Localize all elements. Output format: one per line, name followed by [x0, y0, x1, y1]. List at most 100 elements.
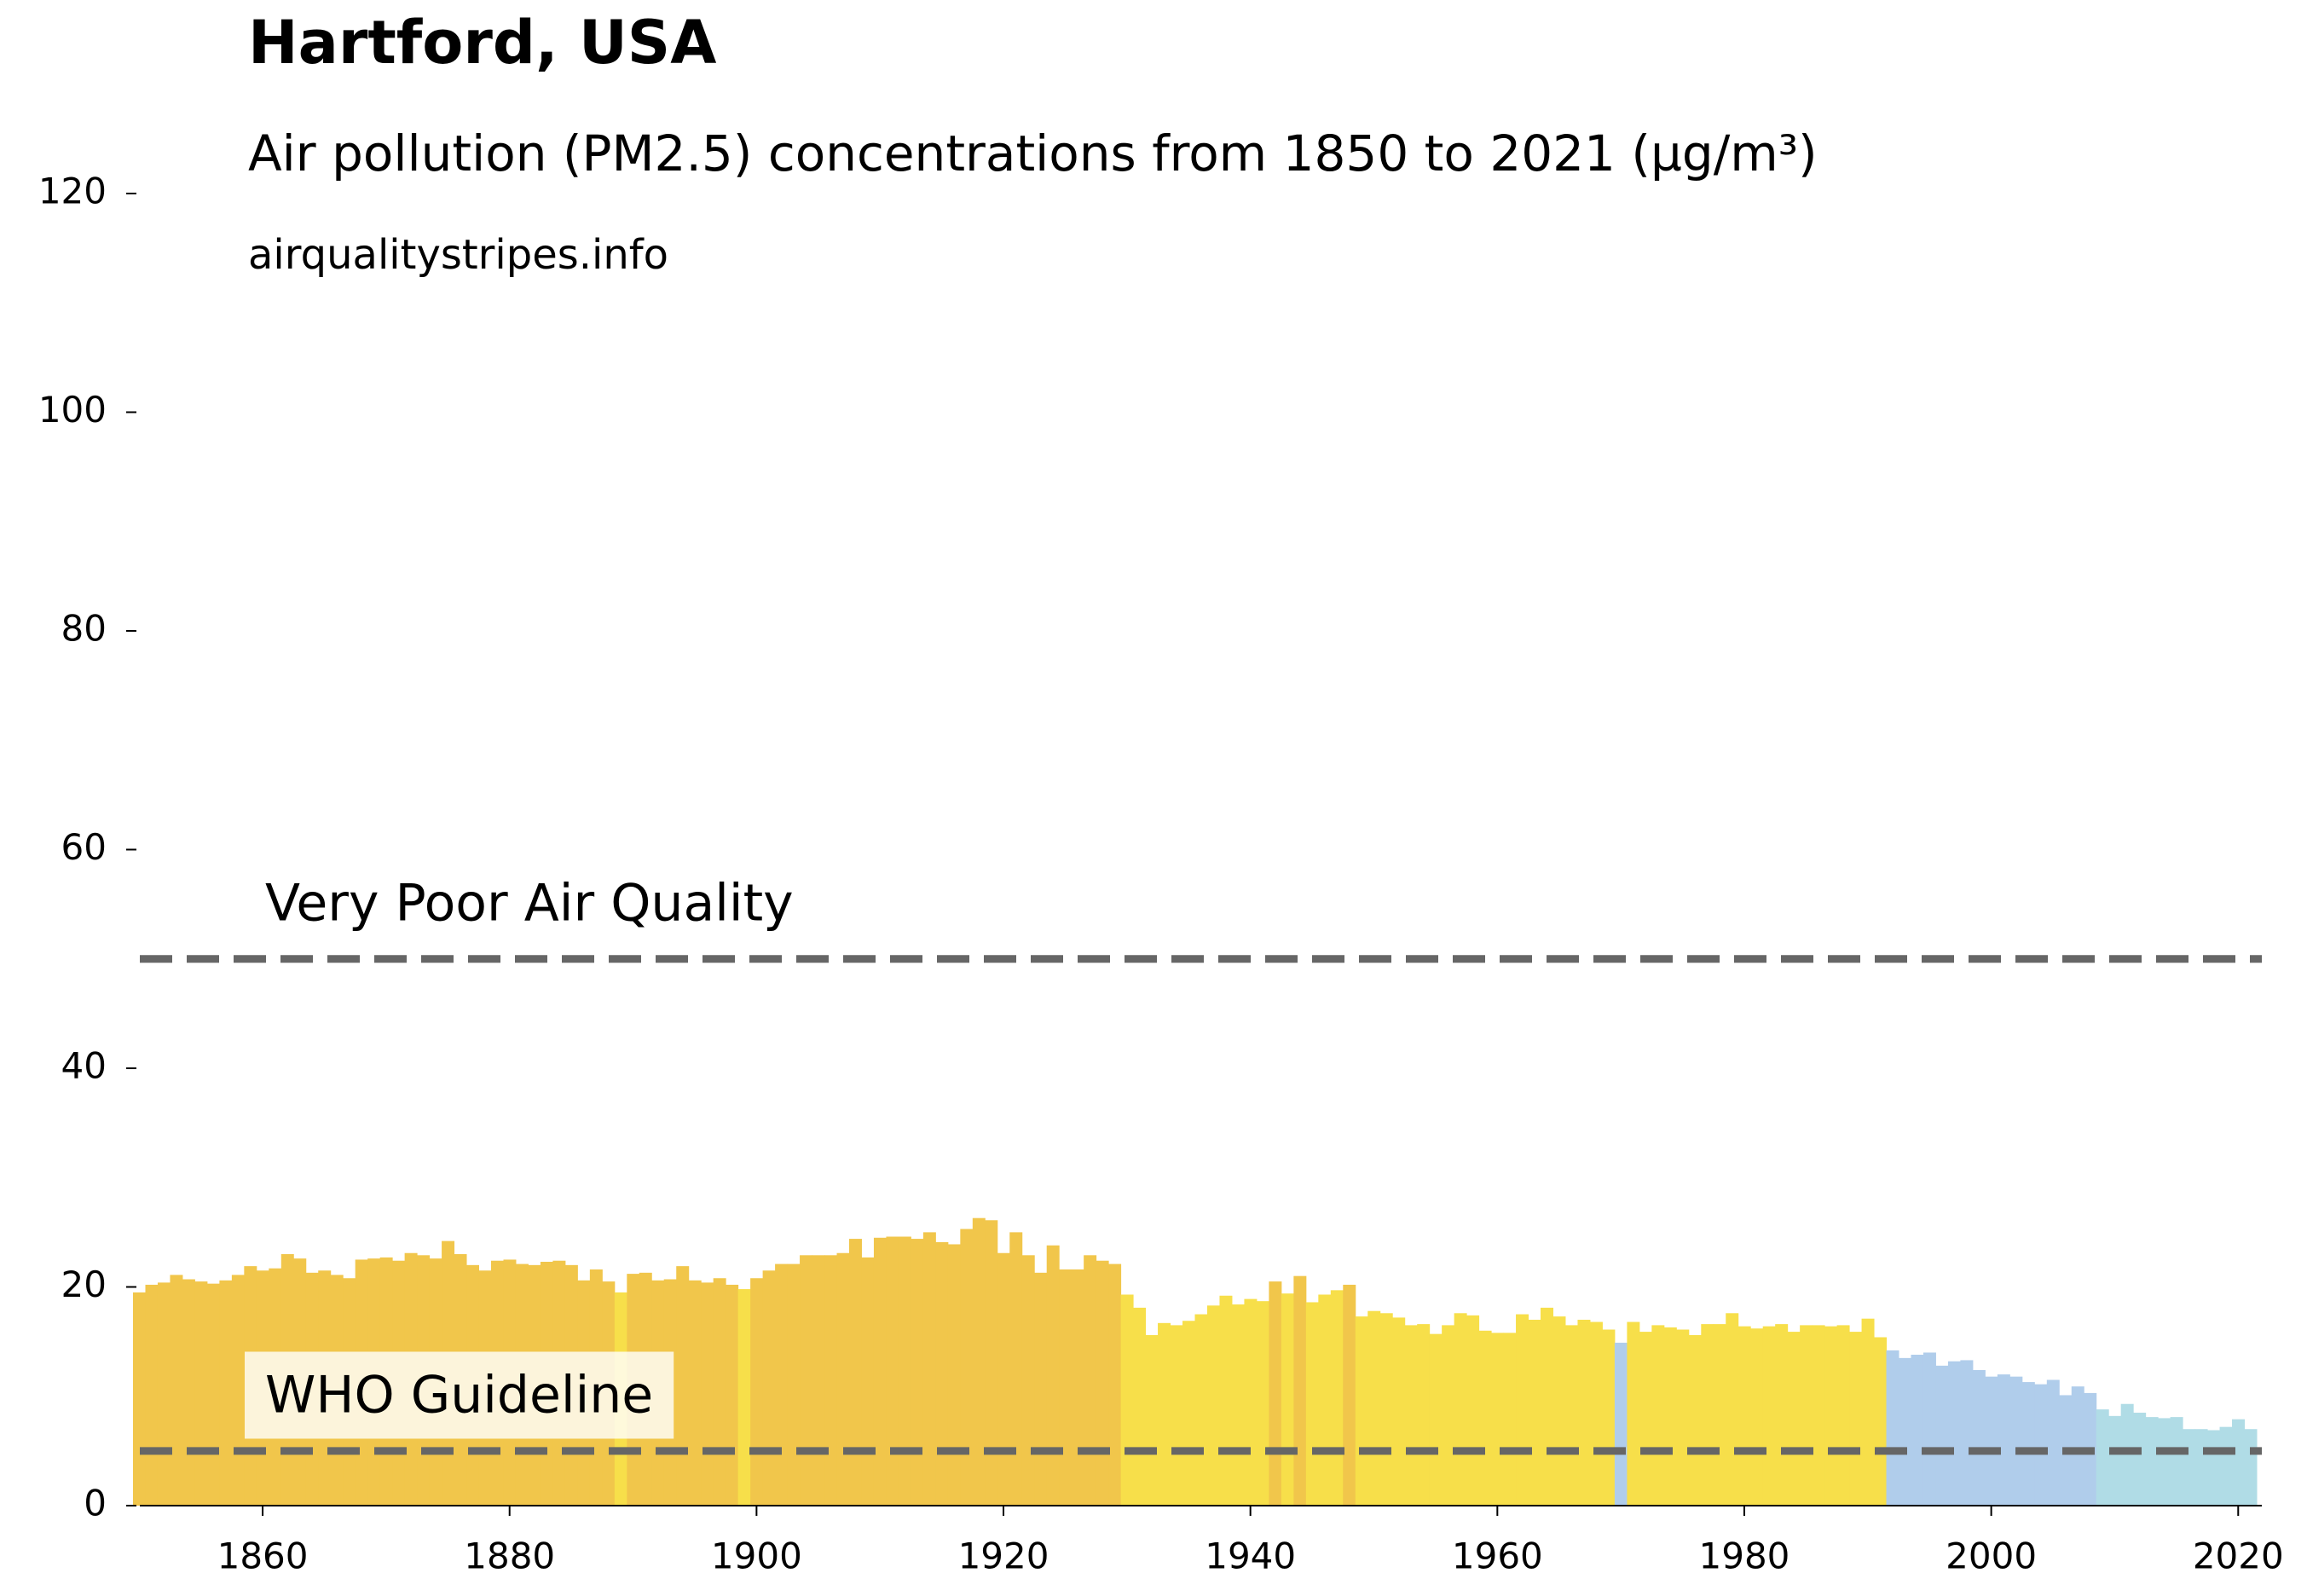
bar: [2158, 1418, 2171, 1506]
chart-subtitle: Air pollution (PM2.5) concentrations fro…: [248, 124, 1818, 182]
bar: [1602, 1329, 1616, 1506]
bar: [1552, 1316, 1566, 1506]
bar: [1305, 1302, 1319, 1506]
bar: [133, 1292, 146, 1506]
bar: [1775, 1324, 1789, 1506]
bar: [1084, 1255, 1097, 1506]
bar: [1206, 1305, 1220, 1506]
bar: [1886, 1350, 1899, 1506]
x-tick-label: 1960: [1452, 1535, 1543, 1577]
bar: [935, 1241, 949, 1506]
label-box: [245, 1351, 674, 1439]
bar: [972, 1217, 986, 1506]
bar: [713, 1278, 726, 1506]
bar: [1577, 1319, 1591, 1506]
bar: [886, 1236, 899, 1506]
bar: [1541, 1307, 1553, 1506]
bar: [206, 1283, 220, 1506]
bar: [2021, 1382, 2035, 1506]
bar: [2194, 1429, 2208, 1506]
bar: [1849, 1332, 1863, 1506]
bar: [1651, 1325, 1665, 1506]
bar: [922, 1232, 936, 1506]
bar: [1034, 1272, 1048, 1506]
bar: [1516, 1314, 1529, 1506]
bar: [1194, 1314, 1208, 1506]
bar: [2145, 1417, 2159, 1506]
bar: [1071, 1269, 1084, 1506]
bar: [1404, 1325, 1418, 1506]
bar: [1491, 1333, 1505, 1506]
bar: [1392, 1317, 1406, 1506]
bar: [1046, 1245, 1060, 1506]
bar: [1726, 1313, 1739, 1506]
y-tick-label: 20: [61, 1264, 107, 1305]
bar: [1997, 1374, 2010, 1506]
bar: [1836, 1325, 1850, 1506]
bar: [1922, 1352, 1936, 1506]
bar: [2170, 1417, 2183, 1506]
bar: [750, 1278, 764, 1506]
bar: [1120, 1294, 1134, 1506]
bar: [873, 1237, 887, 1506]
bar: [1454, 1313, 1467, 1506]
bar: [1466, 1315, 1480, 1506]
bar: [1762, 1326, 1776, 1506]
bar: [1330, 1290, 1344, 1506]
x-tick-label: 1980: [1699, 1535, 1790, 1577]
y-tick-label: 80: [61, 607, 107, 649]
bar: [688, 1280, 702, 1506]
chart-source: airqualitystripes.info: [248, 231, 668, 279]
bar: [1478, 1330, 1492, 1506]
bar: [824, 1255, 838, 1506]
bar: [1750, 1328, 1764, 1506]
bar: [170, 1275, 183, 1506]
y-tick-label: 120: [38, 170, 107, 211]
bar: [157, 1282, 171, 1506]
bar: [1874, 1337, 1888, 1506]
bar: [1899, 1357, 1911, 1506]
x-tick-label: 1900: [711, 1535, 802, 1577]
bar: [1824, 1326, 1838, 1506]
bar: [1355, 1316, 1368, 1506]
bar: [1663, 1327, 1677, 1506]
bar: [2207, 1430, 2221, 1506]
y-tick-label: 0: [84, 1483, 107, 1524]
bar: [726, 1284, 739, 1506]
bar: [1528, 1319, 1541, 1506]
bar: [1800, 1325, 1813, 1506]
x-tick-label: 1860: [217, 1535, 309, 1577]
bar: [1812, 1325, 1825, 1506]
bar: [1281, 1293, 1294, 1506]
bar: [194, 1281, 208, 1506]
bar: [145, 1284, 159, 1506]
bar: [2034, 1384, 2048, 1506]
bar: [1713, 1324, 1726, 1506]
bar: [1170, 1325, 1183, 1506]
bar: [1182, 1321, 1195, 1506]
bar: [1293, 1275, 1307, 1506]
bar: [1009, 1232, 1023, 1506]
y-tick-label: 100: [38, 389, 107, 431]
bar: [219, 1280, 233, 1506]
x-tick-label: 1920: [958, 1535, 1049, 1577]
bar: [1219, 1295, 1233, 1506]
x-tick-label: 1940: [1205, 1535, 1296, 1577]
bar: [2183, 1429, 2196, 1506]
bar: [1935, 1365, 1949, 1506]
bar: [2244, 1429, 2258, 1506]
bar: [898, 1236, 911, 1506]
x-tick-label: 2000: [1946, 1535, 2037, 1577]
bar: [985, 1220, 998, 1506]
bar: [1367, 1310, 1381, 1506]
bar: [2219, 1426, 2233, 1506]
bar: [775, 1264, 789, 1506]
x-tick-label: 2020: [2193, 1535, 2284, 1577]
bar: [1676, 1329, 1690, 1506]
bar: [1787, 1332, 1801, 1506]
x-tick-label: 1880: [464, 1535, 555, 1577]
bar: [1985, 1376, 1998, 1506]
bar: [911, 1239, 924, 1506]
bar: [1379, 1313, 1393, 1506]
reference-label: Very Poor Air Quality: [265, 873, 794, 933]
